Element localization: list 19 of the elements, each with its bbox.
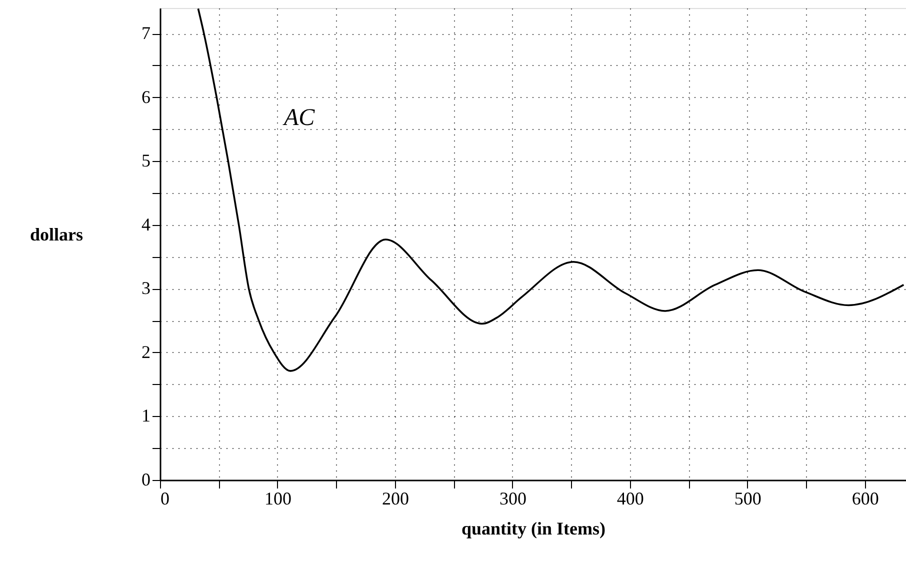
y-tick-label: 7 xyxy=(142,23,150,44)
line-series xyxy=(197,8,905,372)
y-tick-label: 6 xyxy=(142,86,150,107)
x-tick-label: 200 xyxy=(382,488,409,508)
y-tick-label: 2 xyxy=(142,342,150,362)
y-tick-label: 3 xyxy=(142,278,150,298)
y-tick-label: 4 xyxy=(142,214,150,234)
y-tick-label: 0 xyxy=(142,470,150,490)
x-tick-label: 500 xyxy=(734,488,762,508)
y-tick-label: 1 xyxy=(142,406,150,426)
x-tick-label: 300 xyxy=(499,488,526,508)
annotation: AC xyxy=(282,105,316,131)
y-axis-title: dollars xyxy=(30,224,84,244)
x-tick-label: 600 xyxy=(852,488,879,508)
y-tick-label: 5 xyxy=(142,150,150,171)
x-tick-label: 100 xyxy=(264,488,292,508)
x-tick-label: 400 xyxy=(616,488,644,508)
x-axis-title: quantity (in Items) xyxy=(461,518,606,538)
x-tick-label: 0 xyxy=(160,488,170,508)
